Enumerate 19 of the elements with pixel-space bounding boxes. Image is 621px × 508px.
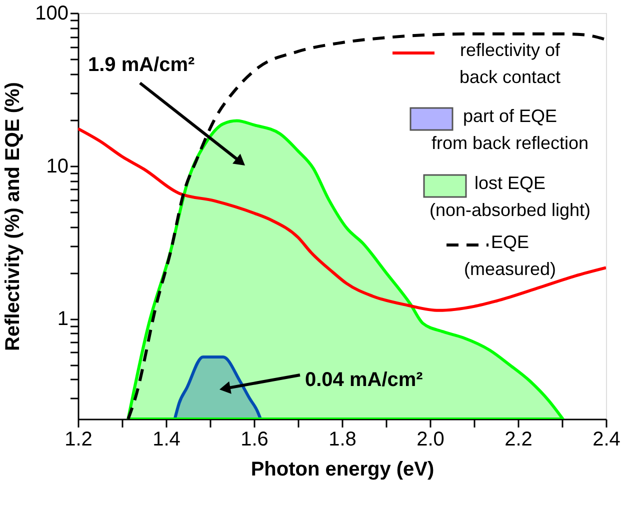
legend-label: EQE (measured)	[464, 232, 556, 279]
x-tick-label: 1.6	[240, 428, 268, 450]
y-tick-label: 10	[46, 155, 68, 178]
y-axis-title: Reflectivity (%) and EQE (%)	[2, 82, 24, 351]
legend-label: reflectivity of back contact	[459, 40, 562, 87]
x-tick-label: 2.0	[416, 428, 444, 450]
y-tick-label: 1	[57, 308, 68, 330]
x-axis-title: Photon energy (eV)	[250, 458, 434, 480]
x-tick-label: 1.2	[64, 428, 92, 450]
x-tick-label: 1.8	[328, 428, 356, 450]
annotation: 0.04 mA/cm²	[305, 369, 424, 391]
y-tick-label: 100	[35, 2, 68, 24]
line-series	[78, 127, 606, 312]
legend-label: part of EQE from back reflection	[431, 106, 589, 153]
x-tick-label: 2.4	[592, 428, 620, 450]
x-tick-label: 2.2	[504, 428, 532, 450]
legend-label: lost EQE (non-absorbed light)	[429, 173, 591, 220]
x-tick-label: 1.4	[152, 428, 180, 450]
annotation: 1.9 mA/cm²	[88, 54, 196, 76]
